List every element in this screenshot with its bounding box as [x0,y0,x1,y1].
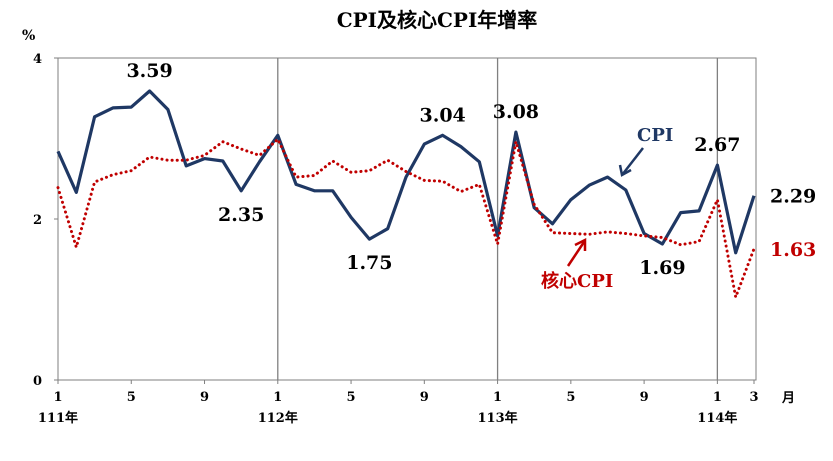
data-label: 2.67 [694,134,740,156]
data-label: 3.04 [419,104,465,126]
x-tick-label: 5 [127,390,136,405]
legend-core-cpi-arrow [566,241,586,267]
cpi-line [56,89,756,255]
data-label: 2.35 [218,204,264,226]
x-year-label: 114年 [697,410,737,426]
chart-title: CPI及核心CPI年增率 [337,8,538,32]
data-label: 1.63 [770,239,816,261]
data-label: 1.69 [639,257,685,279]
data-label: 3.08 [493,101,539,123]
data-label: 3.59 [126,60,172,82]
x-tick-label: 5 [566,390,575,405]
legend-cpi-arrow [621,147,644,176]
x-axis-unit: 月 [781,391,795,406]
x-tick-label: 9 [200,390,209,405]
legend-cpi-arrowhead [618,164,632,177]
x-year-label: 111年 [38,410,78,426]
y-tick-label: 4 [33,52,42,67]
legend: CPI 核心CPI [541,125,673,292]
legend-cpi-label: CPI [637,125,673,146]
x-tick-label: 1 [53,390,62,405]
x-tick-label: 3 [749,390,758,405]
y-tick-label: 0 [33,374,42,389]
x-year-label: 112年 [258,410,298,426]
x-tick-label: 1 [493,390,502,405]
y-tick-label: 2 [33,213,42,228]
x-tick-label: 5 [347,390,356,405]
data-labels: 3.59 2.35 1.75 3.04 3.08 1.69 2.67 2.29 1.63 [126,60,816,279]
x-tick-label: 1 [713,390,722,405]
legend-core-cpi-label: 核心CPI [541,270,613,292]
core-cpi-line [56,137,756,299]
data-label: 2.29 [770,186,816,208]
legend-core-cpi-arrowhead [574,237,587,251]
series-lines [56,89,756,299]
y-axis-unit: % [22,28,35,44]
x-year-label: 113年 [478,410,518,426]
x-tick-label: 9 [640,390,649,405]
x-tick-label: 9 [420,390,429,405]
x-tick-label: 1 [273,390,282,405]
data-label: 1.75 [346,252,392,274]
